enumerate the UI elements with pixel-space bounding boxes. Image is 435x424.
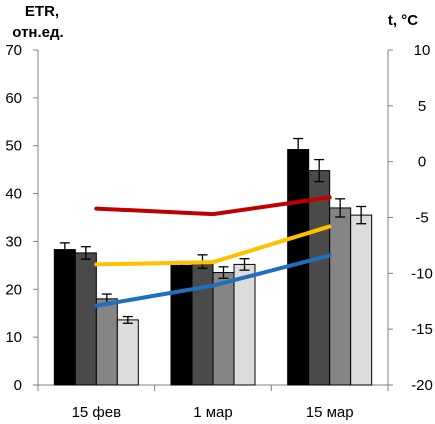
temperature-line — [94, 224, 332, 267]
bar — [191, 261, 214, 386]
left-tick-label: 10 — [5, 329, 22, 346]
right-tick-label: -20 — [411, 377, 433, 394]
left-tick-label: 30 — [5, 233, 22, 250]
bar — [308, 170, 331, 386]
left-tick-label: 60 — [5, 90, 22, 107]
category-label: 15 мар — [306, 404, 354, 421]
temperature-line — [94, 253, 332, 308]
bar — [170, 264, 193, 386]
bar — [116, 319, 139, 386]
left-tick-label: 40 — [5, 186, 22, 203]
category-label: 1 мар — [193, 404, 233, 421]
right-tick-label: -5 — [415, 210, 428, 227]
left-tick-label: 20 — [5, 281, 22, 298]
bar — [233, 263, 256, 386]
left-tick-label: 50 — [5, 138, 22, 155]
left-tick-label: 0 — [14, 377, 22, 394]
temperature-line — [94, 195, 332, 217]
bar — [53, 249, 76, 386]
bar — [74, 252, 97, 386]
right-tick-label: 5 — [418, 98, 426, 115]
bar — [329, 207, 352, 386]
bar — [350, 214, 373, 386]
left-axis-title-line2: отн.ед. — [12, 24, 63, 41]
right-tick-label: -10 — [411, 265, 433, 282]
right-tick-label: 0 — [418, 154, 426, 171]
left-tick-label: 70 — [5, 42, 22, 59]
right-axis-title: t, °C — [388, 12, 418, 29]
right-tick-label: -15 — [411, 321, 433, 338]
right-tick-label: 10 — [414, 42, 431, 59]
bar — [95, 298, 118, 386]
bar — [212, 272, 235, 386]
left-axis-title-line1: ETR, — [25, 3, 59, 20]
category-label: 15 фев — [72, 404, 122, 421]
